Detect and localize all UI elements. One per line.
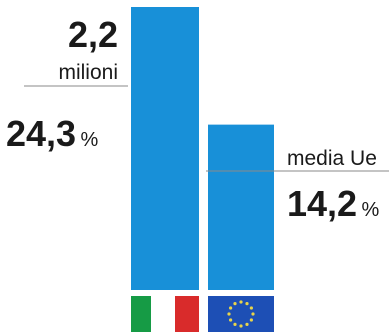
- eu-flag-star: [229, 306, 233, 310]
- italy-flag-icon: [131, 296, 199, 332]
- italy-value-unit: %: [81, 129, 99, 151]
- eu-flag-stars: [227, 300, 255, 328]
- eu-flag-star: [245, 302, 249, 306]
- eu-flag-star: [239, 300, 243, 304]
- bar-eu: [208, 124, 274, 290]
- eu-flag-star: [233, 302, 237, 306]
- italy-value-label: 24,3 %: [6, 113, 99, 154]
- bar-italy: [131, 7, 199, 290]
- italy-count-unit: milioni: [58, 61, 118, 84]
- eu-flag-star: [245, 322, 249, 326]
- eu-flag-star: [251, 312, 255, 316]
- italy-flag-red-stripe: [175, 296, 199, 332]
- eu-flag-star: [239, 324, 243, 328]
- eu-value-unit: %: [362, 199, 380, 221]
- eu-flag-star: [229, 318, 233, 322]
- eu-flag-icon: [208, 296, 274, 332]
- eu-value-label: 14,2 %: [287, 183, 380, 224]
- italy-count-number: 2,2: [68, 14, 118, 55]
- eu-flag-star: [249, 306, 253, 310]
- eu-flag-star: [249, 318, 253, 322]
- eu-flag-star: [233, 322, 237, 326]
- eu-series-label: media Ue: [287, 147, 377, 170]
- italy-value-number: 24,3: [6, 113, 76, 154]
- eu-value-number: 14,2: [287, 183, 357, 224]
- eu-flag-star: [227, 312, 231, 316]
- italy-flag-green-stripe: [131, 296, 151, 332]
